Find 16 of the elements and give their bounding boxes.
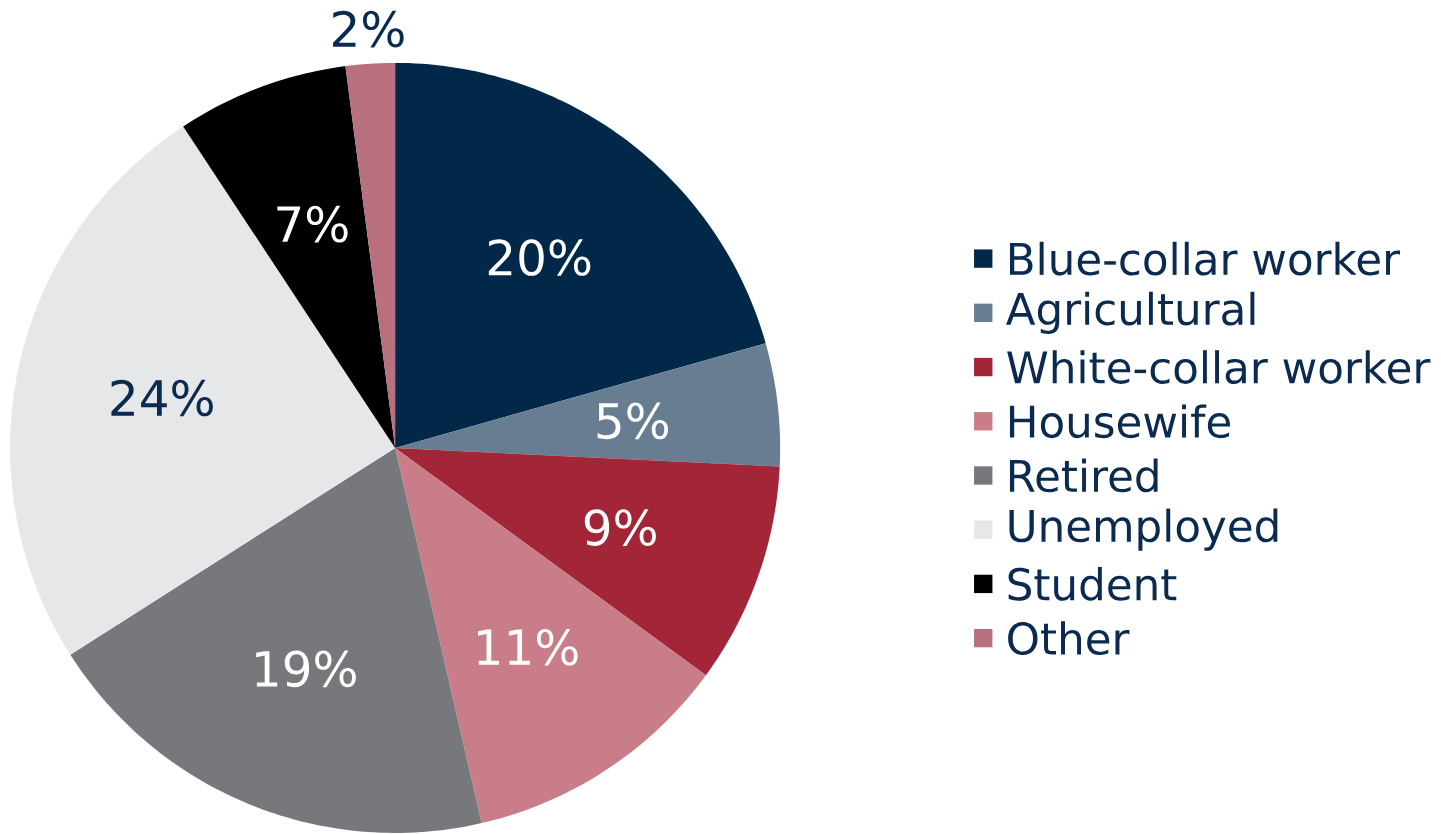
legend-label: Retired <box>1009 458 1158 493</box>
data-label: 19% <box>256 650 356 688</box>
data-label: 2% <box>333 10 404 48</box>
data-label: 11% <box>478 628 578 666</box>
data-label: 7% <box>277 205 348 243</box>
data-label: 24% <box>111 379 213 417</box>
data-label: 5% <box>597 402 669 440</box>
legend-label: Agricultural <box>1006 291 1255 334</box>
legend-label: White-collar worker <box>1007 350 1431 384</box>
legend-label: Blue-collar worker <box>1009 241 1401 276</box>
legend-label: Unemployed <box>1009 508 1278 551</box>
data-label: 9% <box>584 509 656 546</box>
legend-label: Other <box>1008 621 1130 656</box>
legend-label: Student <box>1008 567 1177 601</box>
legend-label: Housewife <box>1009 404 1230 439</box>
data-label: 20% <box>488 239 591 276</box>
